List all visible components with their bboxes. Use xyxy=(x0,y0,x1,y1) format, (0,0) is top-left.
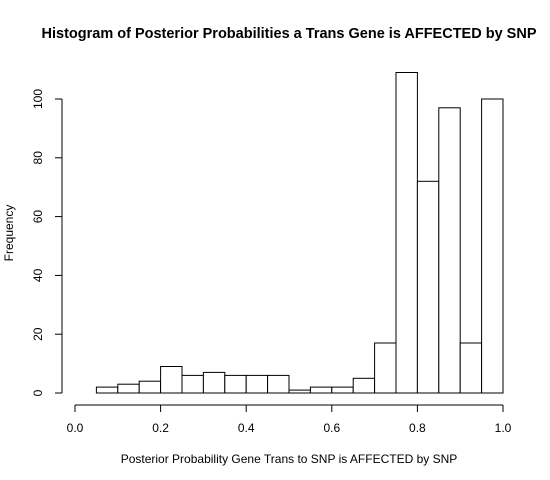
histogram-bars xyxy=(95,72,504,394)
histogram-bar xyxy=(416,180,440,394)
x-tick-label: 0.4 xyxy=(238,421,255,435)
histogram-bar xyxy=(374,342,397,394)
histogram-bar xyxy=(181,374,204,394)
y-axis-label: Frequency xyxy=(2,205,16,262)
histogram-bar xyxy=(245,374,269,394)
histogram-bar xyxy=(95,386,119,394)
x-axis-label: Posterior Probability Gene Trans to SNP … xyxy=(121,452,458,466)
y-tick-label: 20 xyxy=(31,327,45,341)
x-tick-label: 0.6 xyxy=(323,421,340,435)
histogram-bar xyxy=(117,383,140,394)
histogram-bar xyxy=(160,366,183,394)
x-tick-label: 0.8 xyxy=(409,421,426,435)
x-axis: 0.0 0.2 0.4 0.6 0.8 1.0 xyxy=(67,404,512,435)
x-tick-label: 0.0 xyxy=(67,421,84,435)
chart-title: Histogram of Posterior Probabilities a T… xyxy=(42,26,537,42)
y-tick-label: 80 xyxy=(31,151,45,165)
histogram-bar xyxy=(459,342,483,394)
y-tick-label: 40 xyxy=(31,268,45,282)
y-tick-label: 100 xyxy=(31,89,45,109)
histogram-bar xyxy=(481,98,504,394)
histogram-bar xyxy=(224,374,247,394)
y-axis: 0 20 40 60 80 100 xyxy=(31,89,63,396)
y-tick-label: 60 xyxy=(31,210,45,224)
histogram-bar xyxy=(267,374,290,394)
x-tick-label: 0.2 xyxy=(152,421,169,435)
histogram-bar xyxy=(288,389,311,394)
histogram-bar xyxy=(309,386,333,394)
histogram-bar xyxy=(438,107,461,394)
histogram-bar xyxy=(352,377,376,394)
histogram-bar xyxy=(331,386,354,394)
y-tick-label: 0 xyxy=(31,389,45,396)
histogram-bar xyxy=(395,72,418,394)
x-tick-label: 1.0 xyxy=(495,421,512,435)
histogram-bar xyxy=(202,371,226,394)
histogram-bar xyxy=(138,380,162,394)
